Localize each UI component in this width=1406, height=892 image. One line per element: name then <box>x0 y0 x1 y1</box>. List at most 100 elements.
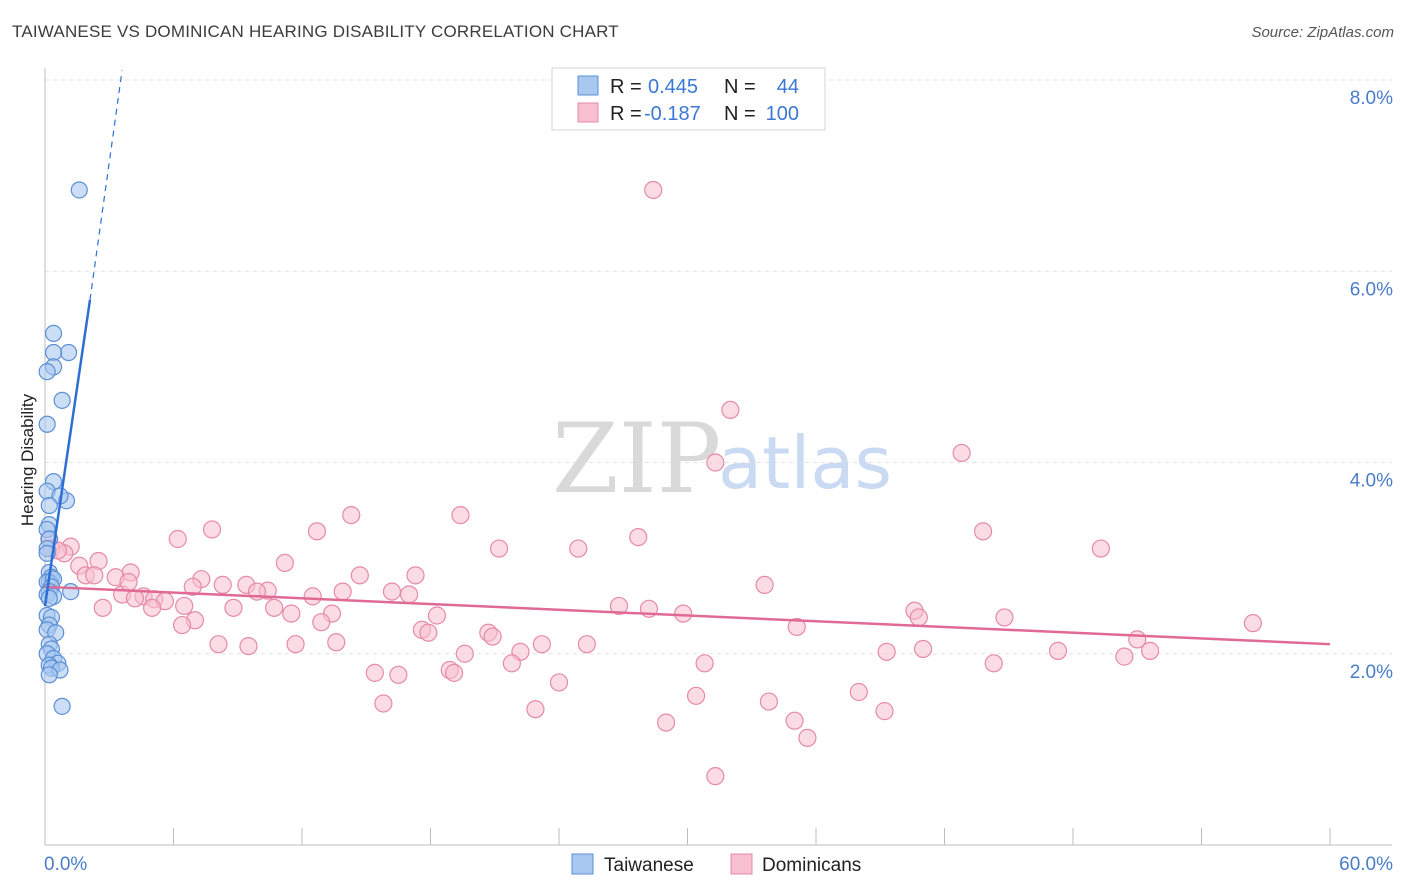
dominicans-point-49 <box>93 598 112 617</box>
dominicans-point-44 <box>609 596 629 616</box>
taiwanese-point-2 <box>59 343 78 362</box>
dominicans-point-5 <box>451 505 470 525</box>
taiwanese-point-28 <box>62 582 80 601</box>
dominicans-point-96 <box>798 728 817 748</box>
dominicans-point-78 <box>1048 641 1068 660</box>
dominicans-point-71 <box>532 635 551 654</box>
dominicans-point-94 <box>785 711 804 730</box>
dominicans-point-80 <box>695 654 714 673</box>
bottom-legend-swatch-taiwanese <box>571 853 594 875</box>
dominicans-point-13 <box>1091 539 1110 558</box>
dominicans-point-65 <box>483 627 502 646</box>
taiwanese-point-43 <box>53 697 71 715</box>
dominicans-point-36 <box>399 585 419 604</box>
dominicans-point-68 <box>239 636 258 656</box>
dominicans-point-3 <box>706 453 725 472</box>
dominicans-point-89 <box>686 686 706 705</box>
dominicans-point-61 <box>787 617 806 637</box>
dominicans-point-86 <box>389 665 408 684</box>
watermark-zip: ZIP <box>552 403 721 515</box>
dominicans-point-59 <box>1243 614 1263 633</box>
dominicans-point-2 <box>952 443 971 463</box>
dominicans-point-95 <box>656 713 676 732</box>
dominicans-point-0 <box>644 180 663 200</box>
taiwanese-point-7 <box>38 415 56 433</box>
taiwanese-point-3 <box>44 343 63 362</box>
y-tick-label-2: 6.0% <box>1350 279 1393 300</box>
dominicans-point-85 <box>365 663 384 682</box>
dominicans-point-93 <box>875 702 894 721</box>
dominicans-point-58 <box>427 606 447 625</box>
dominicans-point-31 <box>183 577 202 596</box>
series-legend: Taiwanese Dominicans <box>571 853 861 876</box>
x-tick-label-0: 0.0% <box>44 854 87 875</box>
dominicans-point-9 <box>973 522 993 541</box>
legend-swatch-taiwanese <box>577 75 599 96</box>
legend-swatch-dominicans <box>577 102 599 123</box>
bottom-legend-taiwanese: Taiwanese <box>604 855 694 876</box>
y-tick-label-1: 4.0% <box>1350 471 1393 492</box>
taiwanese-points <box>38 181 88 715</box>
taiwanese-point-27 <box>40 589 58 607</box>
dominicans-point-20 <box>275 553 294 573</box>
dominicans-point-25 <box>85 566 104 585</box>
dominicans-point-72 <box>577 635 596 654</box>
dominicans-point-81 <box>984 654 1003 673</box>
dominicans-point-34 <box>333 582 352 601</box>
dominicans-point-97 <box>706 767 725 786</box>
dominicans-point-99 <box>119 572 138 592</box>
legend-n-label-1: N = <box>724 76 756 98</box>
y-axis-label: Hearing Disability <box>18 393 37 526</box>
watermark-atlas: atlas <box>718 421 892 505</box>
taiwanese-point-12 <box>40 496 58 515</box>
dominicans-point-48 <box>265 598 284 617</box>
dominicans-point-79 <box>1115 647 1134 666</box>
bottom-legend-swatch-dominicans <box>730 853 753 875</box>
dominicans-point-43 <box>755 575 774 595</box>
dominicans-point-70 <box>327 633 346 652</box>
dominicans-point-91 <box>374 694 393 713</box>
taiwanese-trend-extension <box>89 70 123 301</box>
dominicans-point-11 <box>489 539 509 558</box>
legend-r-label-1: R = <box>610 76 642 98</box>
dominicans-point-10 <box>168 529 187 549</box>
dominicans-point-67 <box>209 635 228 654</box>
taiwanese-point-5 <box>38 363 56 381</box>
dominicans-point-92 <box>526 700 545 719</box>
bottom-legend-dominicans: Dominicans <box>762 855 861 876</box>
dominicans-point-35 <box>382 582 402 601</box>
gridlines <box>45 79 1392 655</box>
dominicans-point-52 <box>674 604 693 623</box>
dominicans-point-63 <box>419 623 438 642</box>
dominicans-point-7 <box>307 522 327 541</box>
dominicans-point-82 <box>502 654 521 673</box>
legend-n-label-2: N = <box>724 103 756 125</box>
legend-n-value-dominicans: 100 <box>766 103 799 125</box>
dominicans-point-74 <box>455 644 474 663</box>
dominicans-point-55 <box>995 608 1014 627</box>
dominicans-point-12 <box>569 539 588 558</box>
x-tick-label-1: 60.0% <box>1339 854 1393 875</box>
dominicans-point-27 <box>350 566 369 585</box>
trend-lines <box>43 70 1331 646</box>
dominicans-point-57 <box>312 613 331 632</box>
dominicans-point-77 <box>913 639 933 659</box>
taiwanese-point-0 <box>70 181 88 199</box>
dominicans-point-88 <box>849 682 868 702</box>
dominicans-point-87 <box>549 673 569 692</box>
y-tick-label-3: 8.0% <box>1350 88 1393 109</box>
dominicans-point-76 <box>877 642 896 661</box>
taiwanese-point-1 <box>44 324 63 343</box>
dominicans-point-23 <box>406 566 425 585</box>
dominicans-point-29 <box>213 575 232 595</box>
y-tick-labels: 2.0% 4.0% 6.0% 8.0% <box>1350 88 1393 683</box>
dominicans-point-54 <box>909 608 928 627</box>
dominicans-point-4 <box>342 505 361 525</box>
dominicans-point-84 <box>444 663 464 682</box>
legend-n-value-taiwanese: 44 <box>777 76 799 98</box>
y-tick-label-0: 2.0% <box>1350 662 1393 683</box>
x-tick-labels: 0.0% 60.0% <box>44 854 1393 875</box>
chart-title: TAIWANESE VS DOMINICAN HEARING DISABILIT… <box>12 22 619 41</box>
dominicans-trend-line <box>44 585 1331 646</box>
